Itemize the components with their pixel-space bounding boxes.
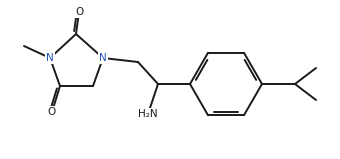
Text: N: N — [46, 53, 54, 63]
Text: H₂N: H₂N — [138, 109, 158, 119]
Text: N: N — [99, 53, 107, 63]
Text: O: O — [75, 7, 83, 17]
Text: O: O — [48, 107, 56, 117]
